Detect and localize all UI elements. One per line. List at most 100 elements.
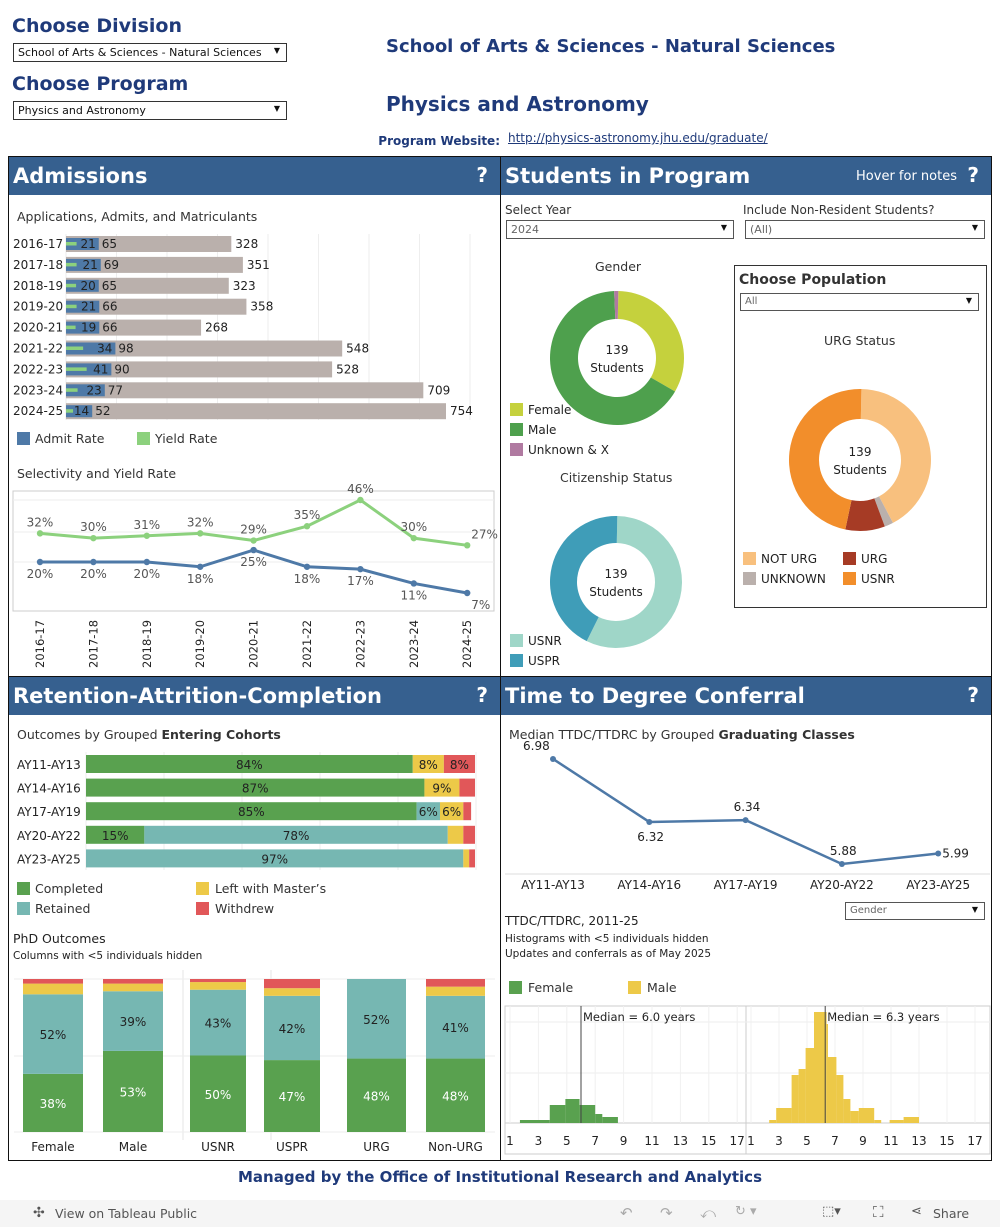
category-label: USPR [276,1140,308,1154]
view-on-tableau-link[interactable]: View on Tableau Public [55,1206,198,1221]
year-select[interactable]: 2024 ▼ [506,220,734,239]
share-icon[interactable]: ⋖ [911,1204,922,1219]
segment-label: 15% [102,829,129,843]
citizenship-title: Citizenship Status [560,470,673,485]
admits-bar [66,300,100,313]
data-point [36,530,44,537]
donut-total: 139 [606,343,629,357]
ttd-title: Time to Degree Conferral [505,684,805,708]
nonres-select[interactable]: (All) ▼ [745,220,985,239]
histogram-bar [874,1120,882,1123]
category-label: 2018-19 [13,279,63,293]
segment-label: 8% [419,758,438,772]
segment-label: 6% [419,805,438,819]
data-label: 5.88 [830,844,857,858]
applications-label: 754 [450,404,473,418]
segment-label: 48% [442,1089,469,1103]
segment-label: 87% [242,782,269,796]
x-tick-label: 7 [591,1134,599,1148]
histogram-bar [826,1024,828,1123]
data-label: 29% [240,523,267,537]
website-label: Program Website: [378,134,500,148]
year-select-value: 2024 [511,223,539,236]
category-label: 2019-20 [13,300,63,314]
data-point [197,530,204,537]
matriculants-bar [66,283,77,288]
legend-label: Admit Rate [35,431,105,446]
fullscreen-icon[interactable]: ⛶ [873,1203,884,1221]
segment-completed [347,1058,406,1132]
data-point [357,565,364,573]
program-label: Choose Program [12,73,189,95]
segment-left-with-master-s [426,986,485,996]
applications-bar [66,403,446,420]
help-icon[interactable]: ? [476,683,488,707]
share-button[interactable]: Share [933,1206,970,1221]
revert-icon[interactable]: ⤺ [700,1204,717,1222]
download-icon[interactable]: ⬚▾ [822,1204,841,1219]
help-icon[interactable]: ? [476,163,488,187]
data-label: 30% [400,520,427,534]
applications-bar [66,256,243,273]
segment-left-with-master-s [190,982,246,990]
segment-left-with-master-s [23,983,83,995]
hover-notes[interactable]: Hover for notes [856,169,957,184]
undo-icon[interactable]: ↶ [620,1204,633,1222]
donut-slice [788,388,862,530]
redo-icon[interactable]: ↷ [660,1204,673,1222]
chart-title-bold: Entering Cohorts [161,727,281,742]
data-point [742,817,749,824]
data-point [464,589,471,597]
segment-retained [103,991,163,1051]
chart-title: Selectivity and Yield Rate [17,466,177,481]
legend-label: Yield Rate [155,431,218,446]
x-tick-label: AY11-AY13 [521,878,585,892]
admits-bar [66,342,116,355]
group-select[interactable]: Gender ▼ [845,902,985,920]
admits-label: 65 [102,237,117,251]
legend-label: Left with Master’s [215,881,327,896]
program-select-value: Physics and Astronomy [18,104,146,117]
histogram-bar [889,1120,904,1123]
segment-label: 50% [205,1088,232,1102]
histogram-bar [776,1108,792,1123]
admits-label: 98 [118,342,133,356]
segment-retained [23,994,83,1074]
data-point [90,558,97,566]
segment-withdrew [459,778,475,797]
segment-completed [23,1073,83,1132]
legend-swatch [137,432,150,445]
data-point [550,755,556,762]
data-label: 25% [240,555,267,569]
x-tick-label: 2019-20 [193,620,207,668]
category-label: AY23-AY25 [17,852,81,866]
program-title: Physics and Astronomy [386,92,649,116]
admits-bar [66,238,99,250]
refresh-icon[interactable]: ↻ ▾ [735,1204,757,1219]
median-label: Median = 6.0 years [583,1010,695,1024]
category-label: USNR [201,1140,235,1154]
x-tick-label: 5 [803,1134,811,1148]
x-tick-label: 2024-25 [460,620,474,668]
category-label: 2016-17 [13,237,63,251]
applications-label: 351 [247,258,270,272]
histogram-bar [579,1105,596,1123]
category-label: Female [31,1140,74,1154]
help-icon[interactable]: ? [967,163,979,187]
segment-left-with-master-s [424,778,460,797]
segment-withdrew [426,979,485,987]
applications-bar [66,319,202,336]
data-point [250,546,257,554]
histogram-bar [549,1105,566,1123]
x-tick-label: 2020-21 [247,620,261,668]
histogram-bar [798,1069,806,1123]
x-tick-label: AY20-AY22 [810,878,874,892]
division-select[interactable]: School of Arts & Sciences - Natural Scie… [13,43,287,62]
donut-unit: Students [590,361,644,375]
program-select[interactable]: Physics and Astronomy ▼ [13,101,287,120]
help-icon[interactable]: ? [967,683,979,707]
data-label: 32% [27,515,54,529]
program-website-link[interactable]: http://physics-astronomy.jhu.edu/graduat… [508,131,768,145]
population-select[interactable]: All ▼ [740,293,979,311]
segment-withdrew [463,825,475,844]
